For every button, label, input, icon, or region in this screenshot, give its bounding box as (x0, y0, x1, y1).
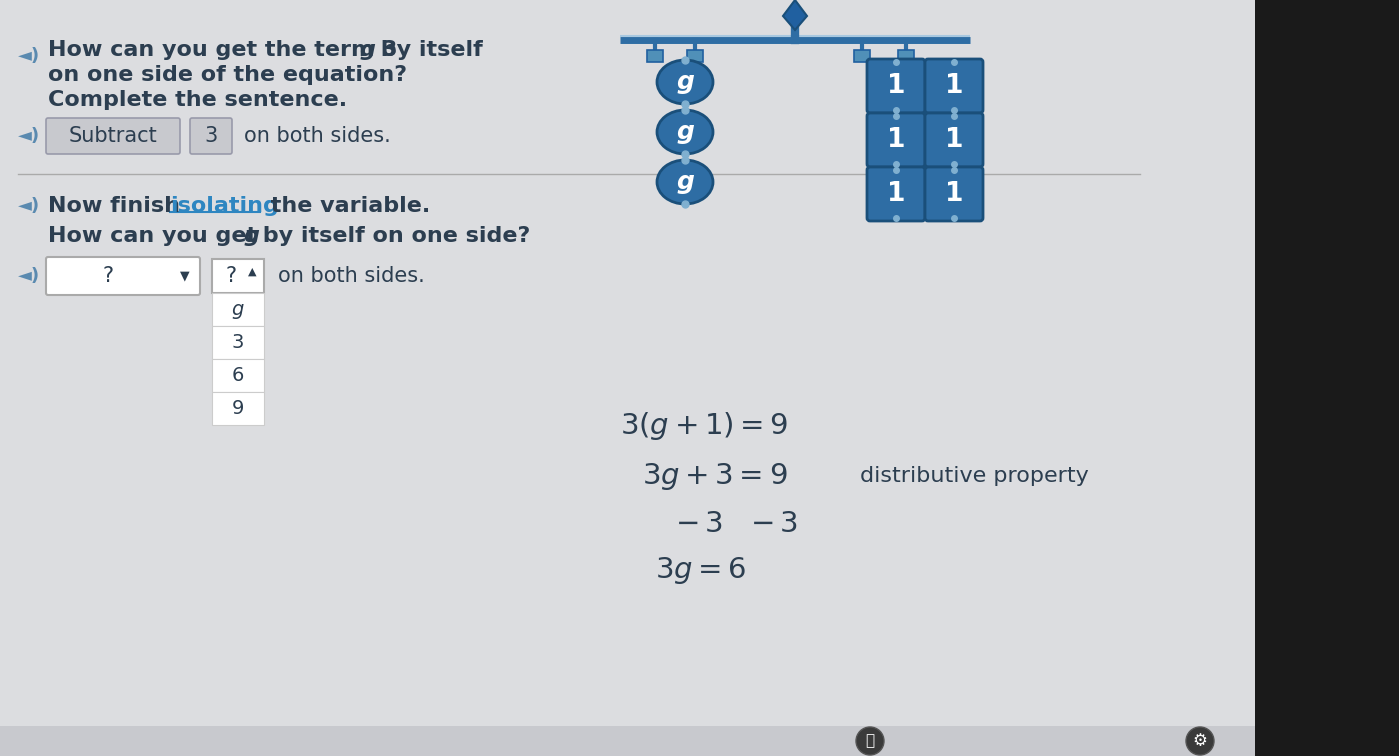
Ellipse shape (658, 110, 713, 154)
Text: ?: ? (225, 266, 236, 286)
Text: by itself on one side?: by itself on one side? (255, 226, 530, 246)
Text: by itself: by itself (374, 40, 483, 60)
Text: isolating: isolating (171, 196, 278, 216)
Text: ◄): ◄) (18, 267, 41, 285)
Text: 1: 1 (944, 181, 964, 207)
Text: 3: 3 (204, 126, 218, 146)
Text: 1: 1 (944, 127, 964, 153)
FancyBboxPatch shape (46, 118, 180, 154)
Text: g: g (232, 300, 245, 319)
Text: on both sides.: on both sides. (243, 126, 390, 146)
FancyBboxPatch shape (213, 359, 264, 392)
FancyBboxPatch shape (213, 259, 264, 293)
Text: How can you get: How can you get (48, 226, 264, 246)
FancyBboxPatch shape (0, 726, 1255, 756)
Text: 1: 1 (887, 73, 905, 99)
FancyBboxPatch shape (213, 293, 264, 326)
FancyBboxPatch shape (190, 118, 232, 154)
Text: ?: ? (102, 266, 113, 286)
FancyBboxPatch shape (213, 392, 264, 425)
Text: Now finish: Now finish (48, 196, 187, 216)
FancyBboxPatch shape (46, 257, 200, 295)
Text: $-\,3$: $-\,3$ (674, 510, 722, 538)
FancyBboxPatch shape (853, 50, 870, 62)
Ellipse shape (658, 60, 713, 104)
FancyBboxPatch shape (925, 59, 983, 113)
FancyBboxPatch shape (867, 113, 925, 167)
Text: ◄): ◄) (18, 197, 41, 215)
Text: ⏸: ⏸ (866, 733, 874, 748)
Text: on one side of the equation?: on one side of the equation? (48, 65, 407, 85)
Text: 3: 3 (232, 333, 245, 352)
Circle shape (1186, 727, 1214, 755)
Text: g: g (676, 170, 694, 194)
Text: ▼: ▼ (180, 269, 190, 283)
Text: $-\,3$: $-\,3$ (750, 510, 797, 538)
FancyBboxPatch shape (687, 50, 704, 62)
Text: g: g (243, 226, 260, 246)
FancyBboxPatch shape (213, 326, 264, 359)
Text: g: g (676, 120, 694, 144)
Text: 9: 9 (232, 399, 245, 418)
FancyBboxPatch shape (867, 59, 925, 113)
Text: distributive property: distributive property (860, 466, 1088, 486)
Text: $3g+3=9$: $3g+3=9$ (642, 460, 788, 491)
Text: $3(g+1)=9$: $3(g+1)=9$ (620, 410, 788, 442)
Text: 6: 6 (232, 366, 245, 385)
Text: 1: 1 (887, 127, 905, 153)
Text: ◄): ◄) (18, 47, 41, 65)
FancyBboxPatch shape (925, 167, 983, 221)
Text: $3g=6$: $3g=6$ (655, 556, 747, 587)
Polygon shape (783, 0, 807, 30)
FancyBboxPatch shape (925, 113, 983, 167)
Text: Subtract: Subtract (69, 126, 157, 146)
Text: ⚙: ⚙ (1192, 732, 1207, 750)
Text: on both sides.: on both sides. (278, 266, 425, 286)
Text: g: g (360, 40, 376, 60)
Text: 1: 1 (887, 181, 905, 207)
Text: the variable.: the variable. (263, 196, 431, 216)
Ellipse shape (658, 160, 713, 204)
FancyBboxPatch shape (867, 167, 925, 221)
Text: ▲: ▲ (248, 267, 256, 277)
Circle shape (856, 727, 884, 755)
Text: Complete the sentence.: Complete the sentence. (48, 90, 347, 110)
Text: How can you get the term 3: How can you get the term 3 (48, 40, 397, 60)
FancyBboxPatch shape (898, 50, 914, 62)
FancyBboxPatch shape (1255, 0, 1399, 756)
FancyBboxPatch shape (646, 50, 663, 62)
Text: ◄): ◄) (18, 127, 41, 145)
Text: 1: 1 (944, 73, 964, 99)
Text: g: g (676, 70, 694, 94)
